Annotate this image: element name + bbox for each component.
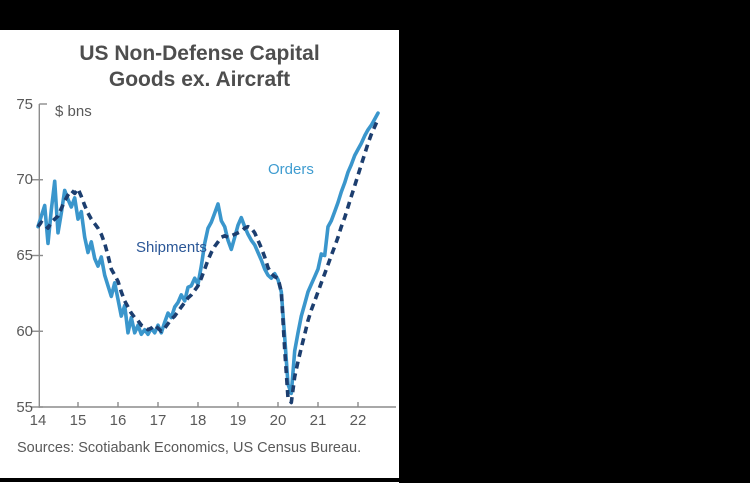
- x-tick-label: 15: [69, 412, 87, 429]
- x-tick-label: 22: [349, 412, 367, 429]
- shipments-series-label: Shipments: [136, 239, 207, 256]
- bottom-black-bar: [0, 478, 399, 482]
- orders-series-label: Orders: [268, 161, 314, 178]
- y-tick-label: 70: [16, 171, 33, 189]
- orders-line: [36, 111, 380, 396]
- x-tick-label: 21: [309, 412, 327, 429]
- x-tick-label: 16: [109, 412, 127, 429]
- x-tick-label: 17: [149, 412, 167, 429]
- x-tick-label: 19: [229, 412, 247, 429]
- y-tick-label: 55: [16, 398, 33, 416]
- source-note: Sources: Scotiabank Economics, US Census…: [17, 440, 362, 456]
- y-tick-label: 65: [16, 247, 33, 264]
- top-black-bar: [0, 0, 750, 30]
- x-tick-label: 14: [29, 412, 47, 429]
- x-tick-label: 20: [269, 412, 287, 429]
- y-axis-unit-label: $ bns: [55, 103, 92, 120]
- chart-title-line1: US Non-Defense Capital: [79, 42, 320, 65]
- shipments-line: [36, 118, 380, 405]
- chart-title-line2: Goods ex. Aircraft: [108, 68, 291, 91]
- chart-title: US Non-Defense Capital Goods ex. Aircraf…: [0, 41, 399, 93]
- x-tick-label: 18: [189, 412, 207, 429]
- y-tick-label: 60: [16, 322, 33, 340]
- right-black-region: [399, 30, 750, 483]
- y-tick-label: 75: [16, 95, 33, 113]
